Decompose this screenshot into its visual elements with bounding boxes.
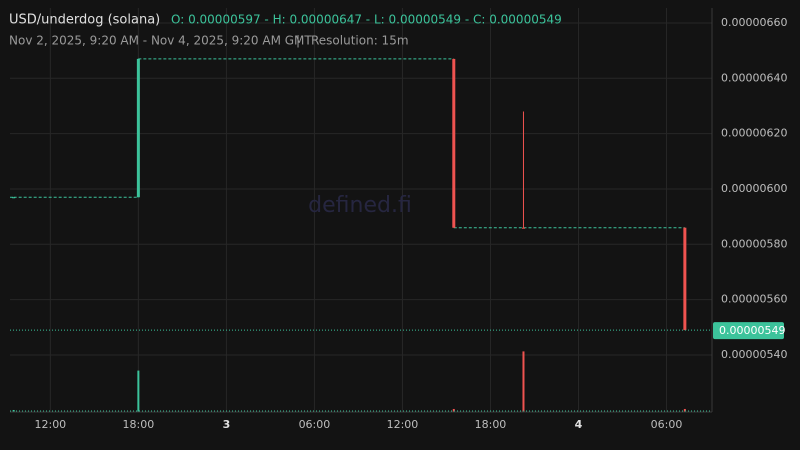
volume-bar: [522, 351, 525, 412]
y-tick-label: 0.00000660: [721, 16, 787, 29]
volume-bar: [452, 408, 455, 412]
ohlc-label: O: 0.00000597 - H: 0.00000647 - L: 0.000…: [171, 13, 562, 27]
resolution: Resolution: 15m: [311, 34, 409, 48]
y-tick-label: 0.00000640: [721, 71, 787, 84]
x-tick-label: 06:00: [299, 418, 331, 431]
y-tick-label: 0.00000560: [721, 293, 787, 306]
y-tick-label: 0.00000620: [721, 127, 787, 140]
grid: [10, 8, 712, 412]
last-price-label: 0.00000549: [719, 324, 785, 337]
candle-body: [136, 58, 140, 198]
x-tick-label: 18:00: [123, 418, 155, 431]
marks: [10, 58, 712, 412]
x-tick-label: 06:00: [651, 418, 683, 431]
x-tick-label: 18:00: [475, 418, 507, 431]
subtitle: Nov 2, 2025, 9:20 AM - Nov 4, 2025, 9:20…: [9, 34, 312, 48]
volume-bar: [683, 408, 686, 412]
candle-body: [521, 227, 525, 229]
candle-body: [12, 197, 16, 199]
candle-body: [683, 227, 687, 331]
x-tick-label: 12:00: [387, 418, 419, 431]
candle-body: [452, 58, 456, 228]
y-tick-label: 0.00000600: [721, 182, 787, 195]
volume-bar: [137, 370, 140, 412]
x-tick-label: 4: [575, 418, 583, 431]
y-tick-label: 0.00000580: [721, 237, 787, 250]
x-tick-label: 3: [223, 418, 231, 431]
x-tick-label: 12:00: [34, 418, 66, 431]
y-tick-label: 0.00000540: [721, 348, 787, 361]
last-price-tag: [713, 322, 784, 340]
watermark: defined.fi: [308, 193, 412, 218]
chart-title: USD/underdog (solana): [9, 13, 160, 28]
separator: |: [296, 34, 300, 48]
